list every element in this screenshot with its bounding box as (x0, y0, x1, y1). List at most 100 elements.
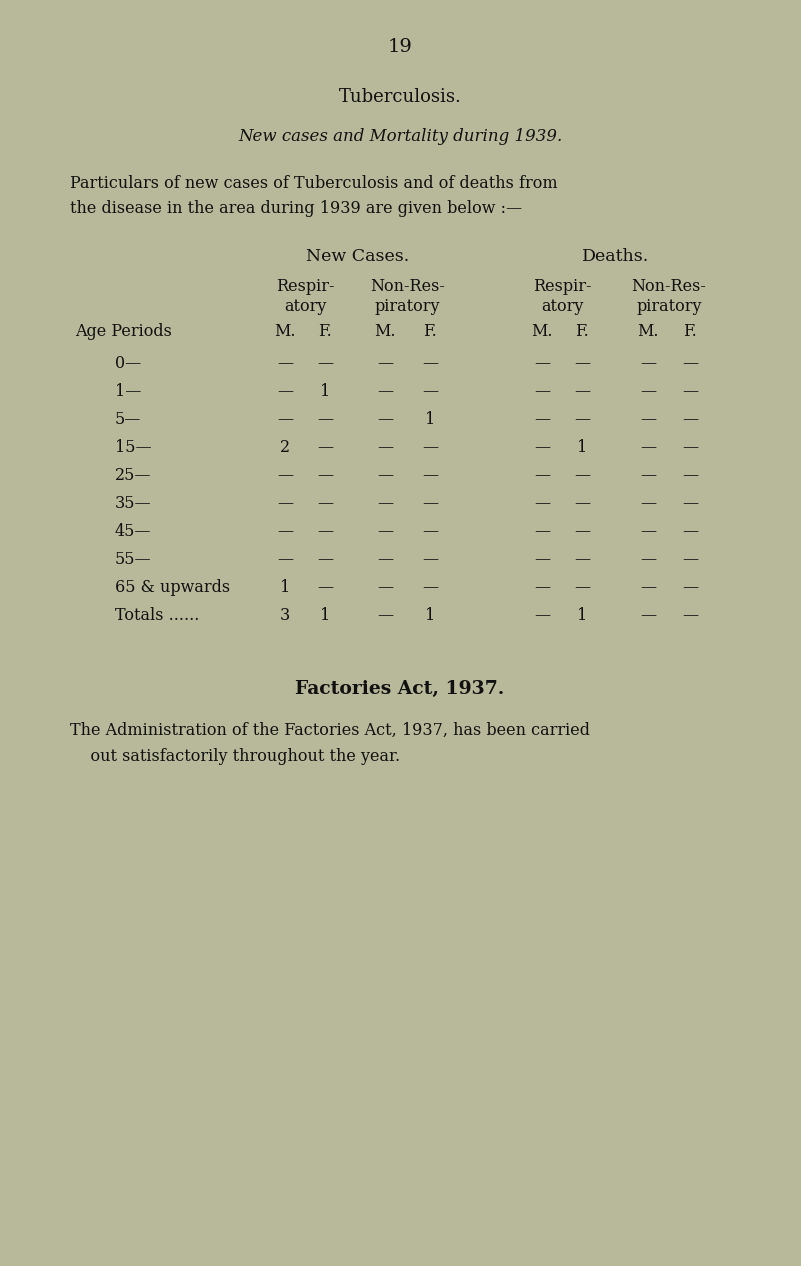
Text: Tuberculosis.: Tuberculosis. (339, 89, 461, 106)
Text: —: — (422, 354, 438, 372)
Text: —: — (317, 551, 333, 568)
Text: —: — (574, 411, 590, 428)
Text: 55—: 55— (115, 551, 151, 568)
Text: —: — (422, 467, 438, 484)
Text: —: — (640, 354, 656, 372)
Text: —: — (422, 495, 438, 511)
Text: —: — (422, 384, 438, 400)
Text: —: — (377, 384, 393, 400)
Text: 45—: 45— (115, 523, 151, 541)
Text: piratory: piratory (375, 298, 441, 315)
Text: 1: 1 (577, 439, 587, 456)
Text: Respir-: Respir- (276, 279, 334, 295)
Text: —: — (317, 354, 333, 372)
Text: 65 & upwards: 65 & upwards (115, 579, 230, 596)
Text: —: — (377, 467, 393, 484)
Text: M.: M. (274, 323, 296, 341)
Text: —: — (640, 384, 656, 400)
Text: piratory: piratory (636, 298, 702, 315)
Text: —: — (574, 551, 590, 568)
Text: —: — (422, 579, 438, 596)
Text: Non-Res-: Non-Res- (370, 279, 445, 295)
Text: —: — (534, 439, 550, 456)
Text: New cases and Mortality during 1939.: New cases and Mortality during 1939. (238, 128, 562, 146)
Text: The Administration of the Factories Act, 1937, has been carried: The Administration of the Factories Act,… (70, 722, 590, 739)
Text: —: — (422, 523, 438, 541)
Text: 19: 19 (388, 38, 413, 56)
Text: —: — (317, 579, 333, 596)
Text: F.: F. (683, 323, 697, 341)
Text: —: — (682, 606, 698, 624)
Text: —: — (534, 411, 550, 428)
Text: —: — (574, 384, 590, 400)
Text: F.: F. (318, 323, 332, 341)
Text: Particulars of new cases of Tuberculosis and of deaths from: Particulars of new cases of Tuberculosis… (70, 175, 557, 192)
Text: atory: atory (541, 298, 583, 315)
Text: 1: 1 (425, 411, 435, 428)
Text: —: — (317, 411, 333, 428)
Text: 1: 1 (320, 606, 330, 624)
Text: —: — (640, 579, 656, 596)
Text: out satisfactorily throughout the year.: out satisfactorily throughout the year. (70, 748, 401, 765)
Text: —: — (377, 439, 393, 456)
Text: —: — (640, 467, 656, 484)
Text: 15—: 15— (115, 439, 151, 456)
Text: —: — (574, 495, 590, 511)
Text: 1—: 1— (115, 384, 141, 400)
Text: —: — (640, 551, 656, 568)
Text: 3: 3 (280, 606, 290, 624)
Text: —: — (534, 579, 550, 596)
Text: —: — (377, 495, 393, 511)
Text: 1: 1 (320, 384, 330, 400)
Text: F.: F. (575, 323, 589, 341)
Text: —: — (682, 439, 698, 456)
Text: —: — (277, 384, 293, 400)
Text: —: — (377, 551, 393, 568)
Text: —: — (317, 523, 333, 541)
Text: —: — (574, 354, 590, 372)
Text: the disease in the area during 1939 are given below :—: the disease in the area during 1939 are … (70, 200, 522, 216)
Text: 1: 1 (425, 606, 435, 624)
Text: atory: atory (284, 298, 326, 315)
Text: —: — (640, 606, 656, 624)
Text: —: — (534, 384, 550, 400)
Text: —: — (640, 495, 656, 511)
Text: —: — (640, 411, 656, 428)
Text: 1: 1 (280, 579, 290, 596)
Text: —: — (317, 495, 333, 511)
Text: —: — (682, 384, 698, 400)
Text: —: — (682, 579, 698, 596)
Text: —: — (377, 354, 393, 372)
Text: F.: F. (423, 323, 437, 341)
Text: —: — (640, 439, 656, 456)
Text: —: — (574, 523, 590, 541)
Text: —: — (377, 606, 393, 624)
Text: —: — (422, 439, 438, 456)
Text: 25—: 25— (115, 467, 151, 484)
Text: —: — (422, 551, 438, 568)
Text: M.: M. (374, 323, 396, 341)
Text: 1: 1 (577, 606, 587, 624)
Text: —: — (534, 551, 550, 568)
Text: —: — (682, 467, 698, 484)
Text: —: — (534, 606, 550, 624)
Text: —: — (377, 579, 393, 596)
Text: Non-Res-: Non-Res- (631, 279, 706, 295)
Text: —: — (377, 523, 393, 541)
Text: —: — (534, 523, 550, 541)
Text: Factories Act, 1937.: Factories Act, 1937. (296, 680, 505, 698)
Text: —: — (317, 439, 333, 456)
Text: —: — (277, 354, 293, 372)
Text: 0—: 0— (115, 354, 141, 372)
Text: 35—: 35— (115, 495, 151, 511)
Text: —: — (574, 579, 590, 596)
Text: —: — (277, 551, 293, 568)
Text: Deaths.: Deaths. (582, 248, 650, 265)
Text: —: — (534, 354, 550, 372)
Text: Totals ......: Totals ...... (115, 606, 199, 624)
Text: —: — (277, 411, 293, 428)
Text: —: — (534, 467, 550, 484)
Text: M.: M. (531, 323, 553, 341)
Text: —: — (277, 495, 293, 511)
Text: —: — (377, 411, 393, 428)
